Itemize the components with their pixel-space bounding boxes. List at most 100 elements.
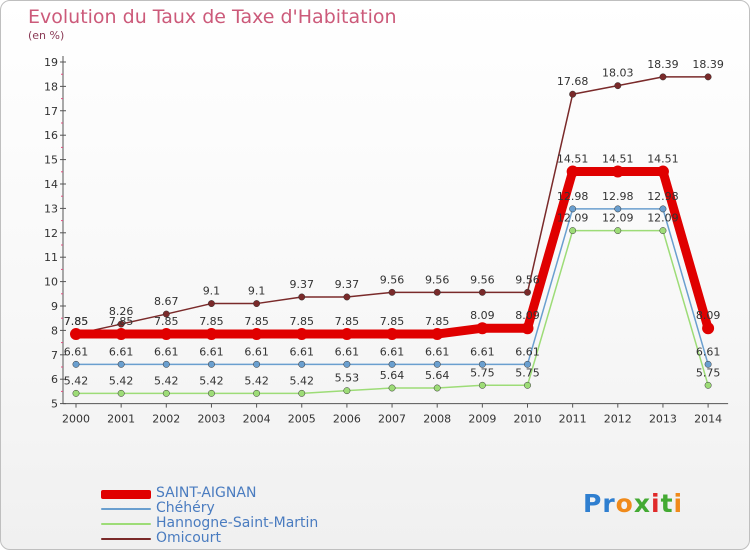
legend-swatch [101,523,151,525]
data-label-ch-h-ry: 6.61 [64,345,89,358]
data-point-ch-h-ry [478,360,486,368]
data-point-hannogne-saint-martin [298,389,306,397]
data-point-saint-aignan [386,328,399,341]
logo-letter: x [633,489,651,518]
x-tick-label: 2010 [514,413,542,426]
y-tick-label: 6 [51,373,58,386]
data-point-omicourt [569,90,577,98]
y-tick-label: 7 [51,349,58,362]
x-tick-label: 2007 [378,413,406,426]
x-tick-label: 2011 [559,413,587,426]
data-label-saint-aignan: 14.51 [647,153,679,166]
legend-item: Chéhéry [101,500,401,517]
data-point-omicourt [117,320,125,328]
data-label-saint-aignan: 8.09 [515,309,540,322]
legend-label: Hannogne-Saint-Martin [156,515,319,531]
y-tick-label: 19 [44,56,58,69]
data-label-ch-h-ry: 6.61 [380,345,405,358]
data-point-ch-h-ry [72,360,80,368]
data-point-saint-aignan [70,328,82,341]
data-label-hannogne-saint-martin: 5.75 [470,366,495,379]
data-point-saint-aignan [656,165,669,178]
data-point-omicourt [162,310,170,318]
data-label-omicourt: 17.68 [557,75,589,88]
x-tick-label: 2004 [243,413,271,426]
data-point-hannogne-saint-martin [704,381,712,389]
data-label-ch-h-ry: 6.61 [696,345,721,358]
legend-swatch [101,490,151,499]
data-point-hannogne-saint-martin [117,389,125,397]
data-label-hannogne-saint-martin: 5.42 [64,374,89,387]
data-label-saint-aignan: 7.85 [290,315,315,328]
legend-label: Chéhéry [156,500,215,516]
data-label-saint-aignan: 7.85 [244,315,269,328]
y-tick-label: 8 [51,324,58,337]
data-point-hannogne-saint-martin [478,381,486,389]
data-label-omicourt: 18.39 [647,58,679,71]
data-point-hannogne-saint-martin [72,389,80,397]
x-tick-label: 2009 [468,413,496,426]
y-tick-label: 10 [44,276,58,289]
data-point-omicourt [524,288,531,296]
data-label-ch-h-ry: 6.61 [244,345,269,358]
data-label-saint-aignan: 8.09 [470,309,495,322]
data-point-hannogne-saint-martin [524,381,531,389]
data-point-ch-h-ry [388,360,396,368]
data-label-omicourt: 18.03 [602,67,634,80]
data-label-saint-aignan: 7.85 [199,315,224,328]
data-label-omicourt: 9.37 [290,278,315,291]
legend-label: SAINT-AIGNAN [156,485,257,501]
data-label-hannogne-saint-martin: 12.09 [557,212,589,225]
legend-swatch [101,538,151,540]
data-label-omicourt: 9.37 [335,278,360,291]
data-point-hannogne-saint-martin [569,227,577,235]
x-tick-label: 2005 [288,413,316,426]
y-tick-label: 17 [44,105,58,118]
data-point-ch-h-ry [704,360,712,368]
x-tick-label: 2012 [604,413,632,426]
data-point-hannogne-saint-martin [162,389,170,397]
data-point-omicourt [298,293,306,301]
data-point-omicourt [614,82,622,90]
y-tick-label: 12 [44,227,58,240]
data-point-omicourt [478,288,486,296]
logo-letter: t [660,489,674,518]
data-label-hannogne-saint-martin: 5.64 [425,369,450,382]
data-point-saint-aignan [476,322,489,335]
data-point-ch-h-ry [162,360,170,368]
data-point-saint-aignan [702,322,715,335]
y-tick-label: 9 [51,300,58,313]
data-label-omicourt: 18.39 [692,58,724,71]
data-point-hannogne-saint-martin [388,384,396,392]
logo-letter: i [651,489,661,518]
x-tick-label: 2014 [694,413,722,426]
data-label-hannogne-saint-martin: 12.09 [602,212,634,225]
data-point-saint-aignan [205,328,218,341]
data-point-ch-h-ry [253,360,261,368]
data-point-saint-aignan [295,328,308,341]
data-label-omicourt: 9.56 [380,273,405,286]
y-tick-label: 18 [44,80,58,93]
data-label-ch-h-ry: 12.98 [602,190,634,203]
legend-item: Omicourt [101,530,401,547]
data-point-saint-aignan [611,165,624,178]
data-label-ch-h-ry: 6.61 [290,345,315,358]
x-tick-label: 2001 [107,413,135,426]
data-label-hannogne-saint-martin: 5.42 [244,374,269,387]
data-label-omicourt: 8.67 [154,295,179,308]
data-label-hannogne-saint-martin: 5.42 [109,374,134,387]
data-label-saint-aignan: 7.85 [109,315,134,328]
data-label-omicourt: 8.26 [109,305,134,318]
legend-item: Hannogne-Saint-Martin [101,515,401,532]
data-label-hannogne-saint-martin: 12.09 [647,212,679,225]
data-point-hannogne-saint-martin [208,389,215,397]
y-tick-label: 13 [44,202,58,215]
y-tick-label: 16 [44,129,58,142]
data-label-omicourt: 9.1 [248,285,266,298]
data-label-hannogne-saint-martin: 5.42 [199,374,224,387]
data-label-hannogne-saint-martin: 5.75 [696,366,721,379]
data-label-saint-aignan: 7.85 [64,315,89,328]
data-point-ch-h-ry [524,360,531,368]
